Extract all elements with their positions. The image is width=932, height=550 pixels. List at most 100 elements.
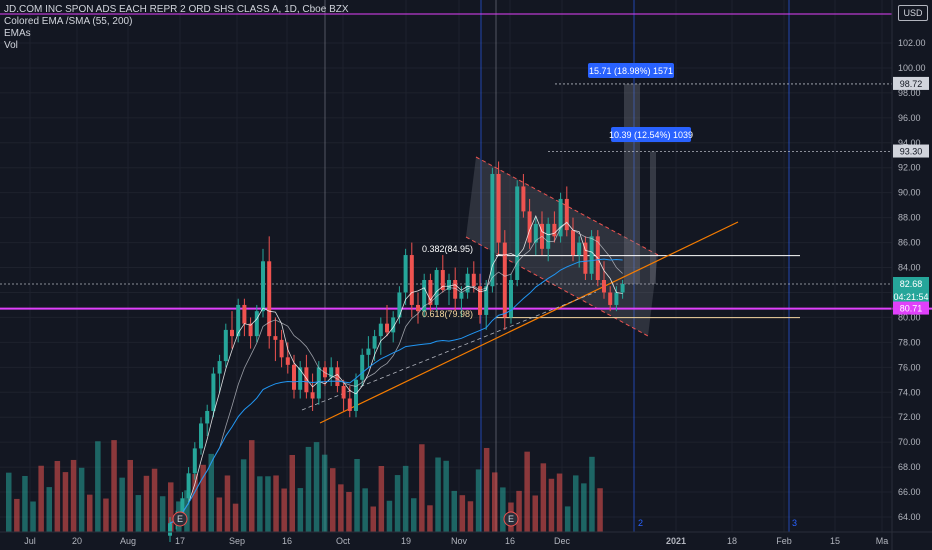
- volume-bar: [233, 504, 239, 532]
- x-tick-label: 2021: [666, 536, 686, 546]
- y-tick-label: 68.00: [898, 462, 921, 472]
- volume-bar: [387, 501, 393, 532]
- measure-label-1: 15.71 (18.98%) 1571: [589, 66, 673, 76]
- y-tick-label: 78.00: [898, 337, 921, 347]
- candle-body: [614, 292, 618, 304]
- x-tick-label: 19: [401, 536, 411, 546]
- candle-body: [515, 186, 519, 280]
- volume-bar: [136, 495, 142, 532]
- volume-bar: [484, 448, 490, 532]
- volume-bar: [597, 488, 603, 532]
- candle-body: [521, 186, 525, 211]
- volume-bar: [217, 497, 223, 532]
- earnings-marker-label: E: [177, 514, 183, 524]
- volume-bar: [249, 440, 255, 532]
- y-tick-label: 92.00: [898, 163, 921, 173]
- volume-bar: [38, 466, 44, 532]
- candle-body: [267, 261, 271, 336]
- legend-ema: Colored EMA /SMA (55, 200): [4, 16, 349, 28]
- fib-382-label: 0.382(84.95): [422, 244, 473, 254]
- candle-body: [199, 423, 203, 448]
- volume-bar: [225, 475, 231, 532]
- volume-bar: [524, 452, 530, 532]
- y-tick-label: 76.00: [898, 362, 921, 372]
- price-label-countdown: 04:21:54: [893, 292, 928, 302]
- time-axis: Jul 20 Aug 17 Sep 16 Oct 19 Nov 16 Dec 2021 18 Feb 15 M…: [0, 532, 932, 546]
- x-tick-label: 18: [727, 536, 737, 546]
- candle-body: [373, 336, 377, 348]
- candle-body: [298, 367, 302, 389]
- candle-body: [416, 305, 420, 311]
- y-tick-label: 100.00: [898, 63, 926, 73]
- volume-bar: [362, 488, 368, 532]
- volume-bar: [144, 476, 150, 532]
- candle-body: [379, 324, 383, 336]
- volume-bar: [152, 469, 158, 532]
- volume-bar: [565, 506, 571, 532]
- y-tick-label: 72.00: [898, 412, 921, 422]
- candle-body: [242, 305, 246, 324]
- volume-bar: [22, 476, 28, 532]
- candle-body: [224, 330, 228, 361]
- volume-bar: [476, 469, 482, 532]
- volume-bar: [411, 498, 417, 532]
- candle-body: [261, 261, 265, 311]
- x-tick-label: Feb: [776, 536, 792, 546]
- candle-body: [459, 292, 463, 298]
- price-label-support: 80.71: [900, 304, 923, 314]
- volume-bar: [47, 487, 53, 532]
- volume-bar: [330, 468, 336, 532]
- volume-bar: [306, 447, 312, 532]
- measure-label-2: 10.39 (12.54%) 1039: [609, 130, 693, 140]
- candle-body: [292, 365, 296, 390]
- volume-bar: [30, 502, 36, 532]
- earnings-marker-label: E: [508, 514, 514, 524]
- x-tick-label: Ma: [876, 536, 889, 546]
- x-tick-label: Jul: [24, 536, 36, 546]
- volume-bar: [87, 495, 93, 532]
- candle-body: [621, 284, 625, 292]
- candle-body: [360, 355, 364, 380]
- y-tick-label: 88.00: [898, 213, 921, 223]
- measure-box-1: [624, 84, 640, 284]
- volume-bar: [533, 495, 539, 532]
- volume-bar: [589, 457, 595, 532]
- volume-bar: [460, 495, 466, 532]
- candle-body: [552, 224, 556, 236]
- volume-bar: [95, 441, 101, 532]
- y-tick-label: 86.00: [898, 238, 921, 248]
- currency-badge[interactable]: USD: [898, 5, 928, 21]
- candle-body: [187, 473, 191, 498]
- volume-bar: [6, 473, 12, 532]
- marker-2-label: 2: [638, 518, 643, 528]
- volume-bar: [443, 461, 449, 532]
- y-tick-label: 66.00: [898, 487, 921, 497]
- volume-bar: [103, 499, 109, 532]
- candle-body: [342, 386, 346, 398]
- volume-bar: [500, 487, 506, 532]
- volume-bar: [435, 458, 441, 532]
- x-tick-label: 17: [175, 536, 185, 546]
- candle-body: [608, 292, 612, 304]
- volume-bar: [581, 483, 587, 532]
- volume-bar: [346, 492, 352, 532]
- volume-bar: [452, 491, 458, 532]
- x-tick-label: 16: [505, 536, 515, 546]
- volume-bar: [403, 466, 409, 532]
- volume-bar: [298, 488, 304, 532]
- x-tick-label: Sep: [229, 536, 245, 546]
- price-axis: 102.00100.0098.0096.0094.0092.0090.0088.…: [892, 0, 929, 550]
- y-tick-label: 96.00: [898, 113, 921, 123]
- volume-bar: [549, 479, 555, 532]
- volume-bar: [354, 459, 360, 532]
- volume-bar: [265, 476, 271, 532]
- volume-bar: [273, 475, 279, 532]
- candle-body: [385, 324, 389, 333]
- volume-bar: [419, 444, 425, 532]
- volume-bar: [379, 466, 385, 532]
- price-label-target1: 98.72: [900, 79, 923, 89]
- marker-3-label: 3: [792, 518, 797, 528]
- volume-bar: [516, 491, 522, 532]
- candle-body: [273, 336, 277, 340]
